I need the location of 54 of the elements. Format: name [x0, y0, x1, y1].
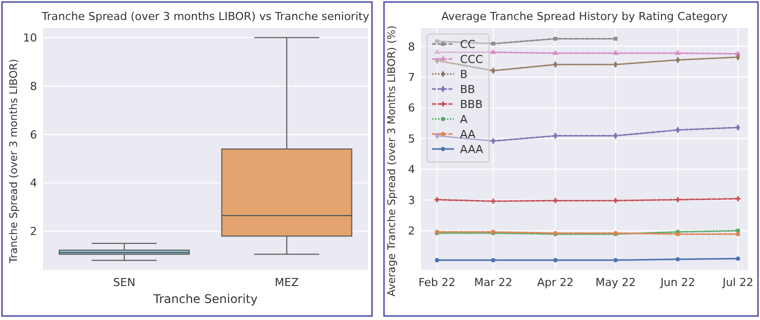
point: [735, 196, 741, 202]
point: [552, 50, 558, 55]
x-tick-label: May 22: [595, 276, 636, 289]
point: [676, 257, 680, 262]
point: [736, 256, 740, 261]
x-tick-label: Jul 22: [722, 276, 754, 289]
y-tick-label: 4: [408, 163, 415, 176]
point: [434, 48, 440, 54]
point: [434, 197, 440, 202]
point: [434, 258, 440, 262]
legend-label: AAA: [460, 142, 484, 156]
x-axis-title: Tranche Seniority: [152, 292, 258, 306]
y-tick-label: 4: [30, 176, 37, 190]
x-tick-label: Feb 22: [418, 276, 456, 289]
y-tick-label: 7: [408, 70, 415, 84]
chart-title: Average Tranche Spread History by Rating Category: [441, 10, 728, 23]
y-tick-label: 6: [30, 128, 37, 142]
y-tick-label: 10: [23, 32, 37, 45]
y-tick-label: 2: [30, 225, 37, 238]
x-tick-label: MEZ: [274, 276, 300, 289]
point: [736, 232, 740, 236]
point: [554, 36, 558, 41]
point: [675, 197, 680, 202]
legend-label: CC: [460, 38, 476, 51]
point: [490, 198, 496, 204]
legend-label: CCC: [460, 52, 484, 66]
point: [552, 198, 558, 204]
x-tick-label: Mar 22: [474, 276, 512, 289]
point: [491, 258, 496, 262]
x-tick-label: Apr 22: [537, 276, 574, 289]
point: [613, 258, 618, 262]
x-tick-label: SEN: [113, 276, 136, 289]
y-tick-label: 8: [408, 40, 415, 54]
chart-title: Tranche Spread (over 3 months LIBOR) vs Tranche seniority: [40, 10, 370, 23]
legend-label: BB: [460, 82, 476, 96]
point: [614, 36, 618, 41]
legend-label: A: [460, 112, 468, 126]
point: [613, 198, 618, 204]
x-tick-label: Jun 22: [659, 276, 696, 289]
point: [674, 50, 681, 55]
y-axis-title: Tranche Spread (over 3 months LIBOR): [8, 58, 20, 264]
point: [612, 50, 618, 55]
point: [490, 48, 496, 54]
y-tick-label: 6: [408, 102, 415, 115]
legend-label: B: [460, 68, 468, 81]
y-tick-label: 8: [30, 80, 37, 93]
legend-label: AA: [460, 128, 476, 141]
point: [553, 258, 558, 262]
y-tick-label: 5: [408, 132, 415, 146]
legend-label: BBB: [460, 98, 483, 111]
y-tick-label: 3: [408, 194, 415, 207]
y-tick-label: 2: [408, 224, 415, 238]
point: [435, 39, 439, 44]
y-axis-title: Average Tranche Spread (over 3 Months LIBOR) (%): [386, 26, 398, 296]
